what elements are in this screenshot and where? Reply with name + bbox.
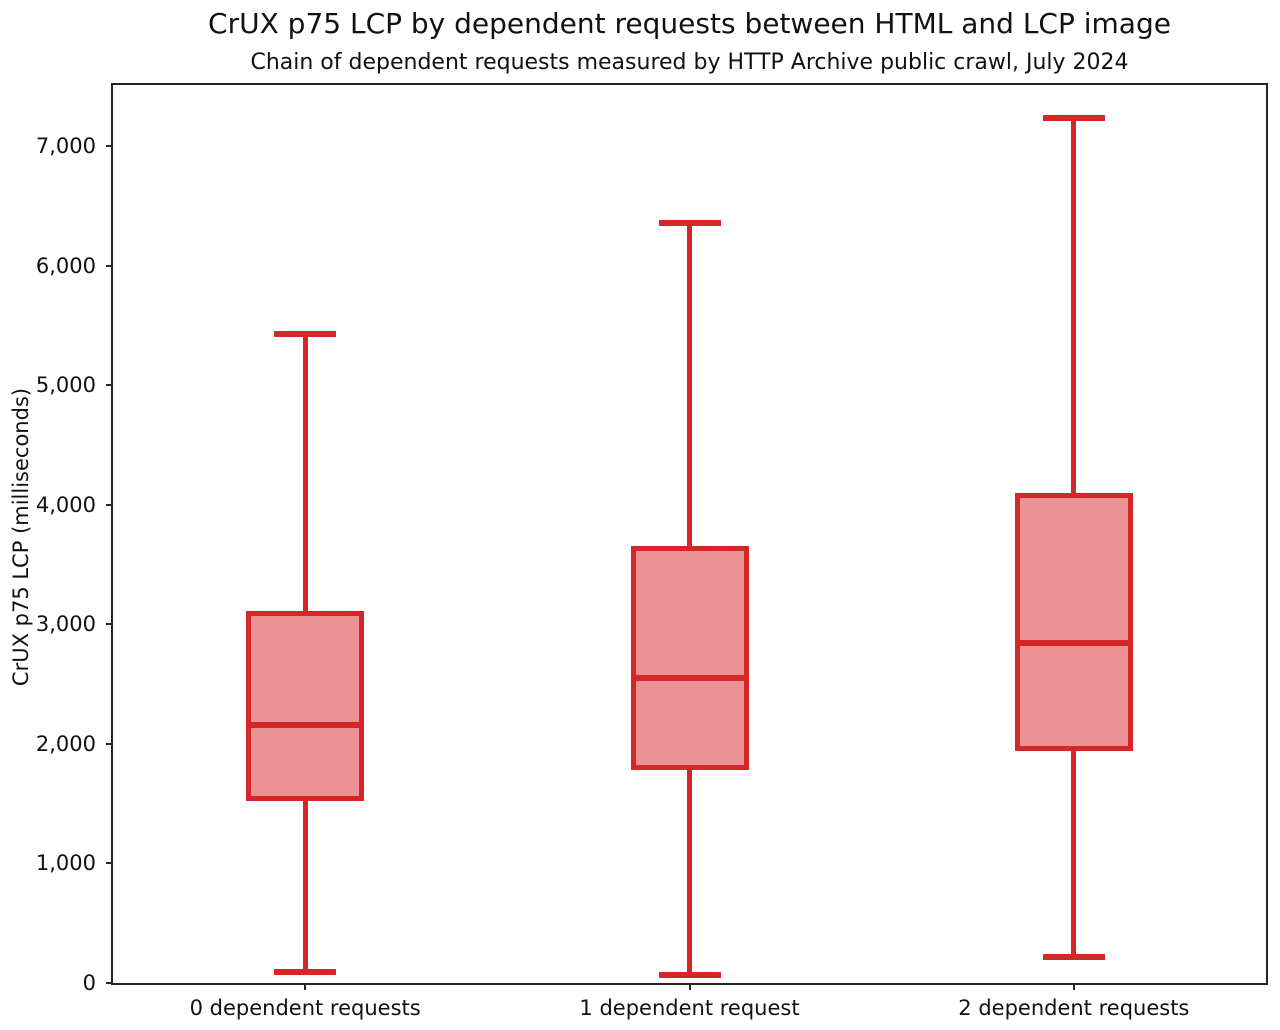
x-tick [688,983,691,990]
chart-title: CrUX p75 LCP by dependent requests betwe… [208,7,1171,40]
x-tick-label: 0 dependent requests [189,996,421,1020]
whisker-lower [302,798,308,973]
y-tick-label: 2,000 [35,731,96,756]
whisker-upper [1071,118,1077,496]
plot-area: 0 1,000 2,000 3,000 4,000 5,000 6,000 7,000 0 de… [36,83,1268,1020]
whisker-upper [302,333,308,614]
median-line [630,675,749,682]
whisker-cap-top [658,219,721,226]
whisker-lower [687,767,692,975]
whisker-upper [687,222,692,549]
y-tick-label: 7,000 [35,133,96,158]
y-tick [106,144,113,147]
whisker-lower [1071,748,1077,957]
x-tick-label: 1 dependent request [579,996,800,1020]
whisker-cap-top [274,330,337,337]
median-line [1014,640,1133,647]
box-iqr [246,611,365,802]
y-tick [106,264,113,267]
y-tick-label: 3,000 [35,612,96,637]
whisker-cap-bottom [658,971,721,978]
x-tick [1072,983,1075,990]
x-tick [304,983,307,990]
y-tick-label: 4,000 [35,492,96,517]
y-tick [106,503,113,506]
y-tick-label: 6,000 [35,253,96,278]
y-tick-label: 1,000 [35,851,96,876]
median-line [246,721,365,728]
y-tick [106,623,113,626]
box-iqr [1014,492,1133,752]
y-tick-label: 5,000 [35,373,96,398]
box-iqr [630,546,749,771]
whisker-cap-bottom [274,969,337,976]
y-axis-label: CrUX p75 LCP (milliseconds) [9,387,33,687]
y-tick-label: 0 [82,971,96,995]
x-tick-label: 2 dependent requests [958,996,1190,1020]
y-tick [106,384,113,387]
y-tick [106,862,113,865]
chart-subtitle: Chain of dependent requests measured by … [250,50,1129,75]
whisker-cap-bottom [1042,953,1105,960]
y-tick [106,982,113,984]
y-tick [106,742,113,745]
whisker-cap-top [1042,115,1105,122]
